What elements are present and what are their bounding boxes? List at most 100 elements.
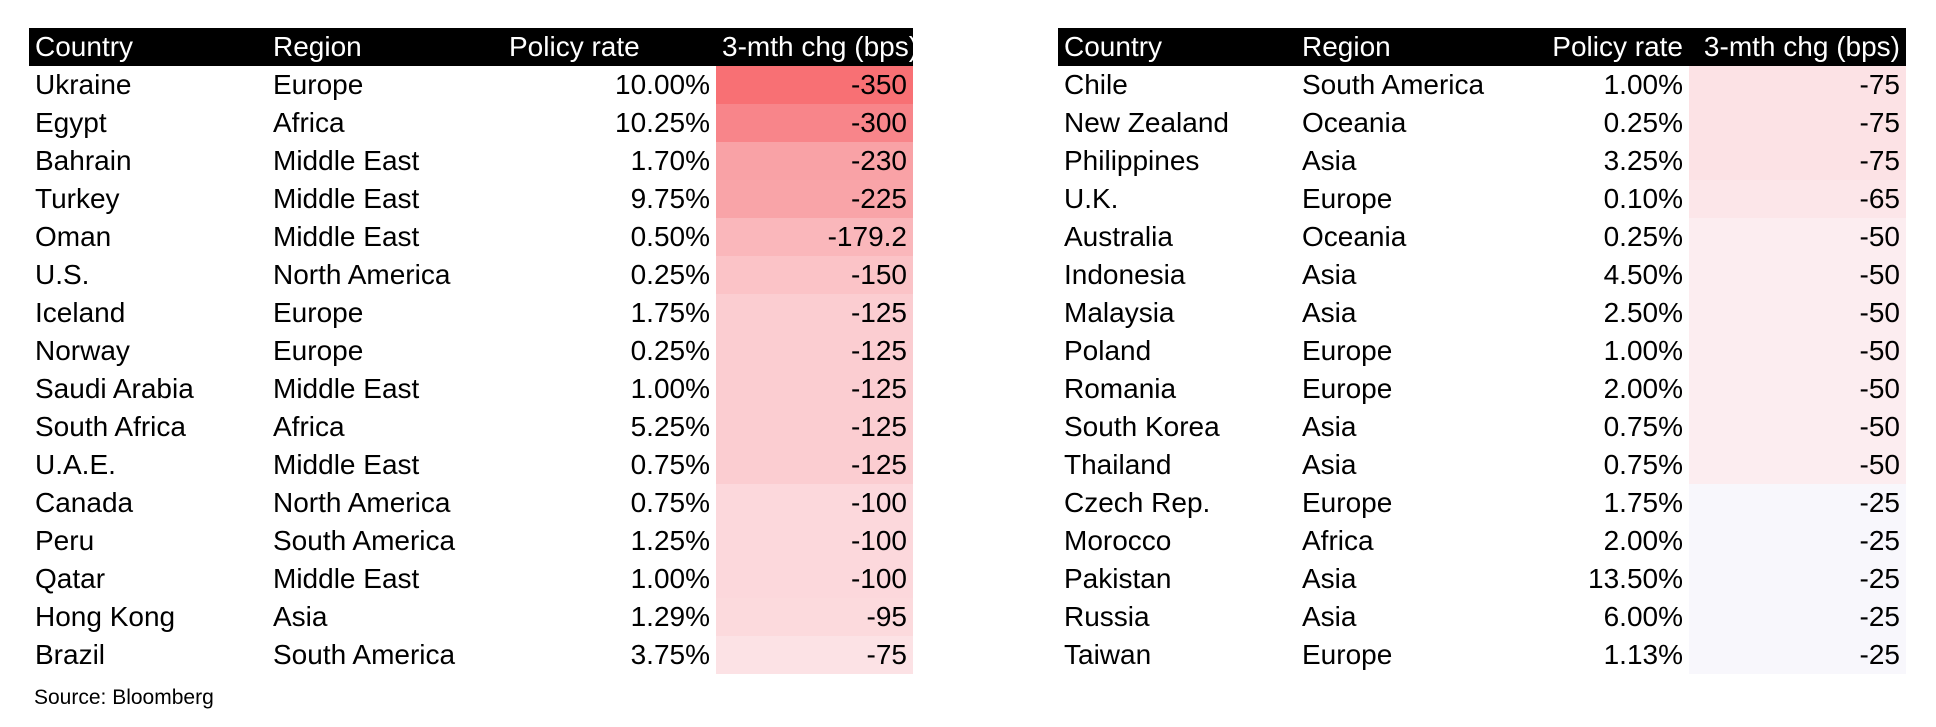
cell-country: Peru xyxy=(35,525,95,556)
cell-country: Taiwan xyxy=(1064,639,1152,670)
header-policy-rate: Policy rate xyxy=(1502,28,1689,66)
cell-country: Bahrain xyxy=(35,145,132,176)
cell-policy-rate: 0.75% xyxy=(630,487,710,518)
cell-change: -225 xyxy=(716,180,913,218)
cell-country: U.A.E. xyxy=(35,449,116,480)
cell-country: Indonesia xyxy=(1064,259,1186,290)
rates-table-right: Country Region Policy rate 3-mth chg (bp… xyxy=(1058,28,1906,674)
cell-policy-rate: 2.50% xyxy=(1603,297,1683,328)
cell-region: Asia xyxy=(1302,297,1357,328)
header-change: 3-mth chg (bps) xyxy=(1689,28,1906,66)
table-body: Ukraine Europe 10.00% -350 Egypt Africa 10.25%… xyxy=(29,66,913,674)
cell-country: Russia xyxy=(1064,601,1150,632)
cell-change: -125 xyxy=(716,408,913,446)
cell-country: Iceland xyxy=(35,297,126,328)
cell-country: Saudi Arabia xyxy=(35,373,194,404)
cell-region: Europe xyxy=(1302,183,1393,214)
table-row: Oman Middle East 0.50% -179.2 xyxy=(29,218,913,256)
cell-country: U.S. xyxy=(35,259,90,290)
cell-change: -50 xyxy=(1689,370,1906,408)
cell-policy-rate: 1.00% xyxy=(630,563,710,594)
table-row: U.K. Europe 0.10% -65 xyxy=(1058,180,1906,218)
cell-country: Brazil xyxy=(35,639,106,670)
table-row: U.A.E. Middle East 0.75% -125 xyxy=(29,446,913,484)
table-row: Canada North America 0.75% -100 xyxy=(29,484,913,522)
header-region: Region xyxy=(267,28,503,66)
header-region: Region xyxy=(1296,28,1502,66)
table-row: Hong Kong Asia 1.29% -95 xyxy=(29,598,913,636)
table-row: Saudi Arabia Middle East 1.00% -125 xyxy=(29,370,913,408)
cell-region: South America xyxy=(1302,69,1485,100)
table-row: Pakistan Asia 13.50% -25 xyxy=(1058,560,1906,598)
cell-region: Middle East xyxy=(273,563,420,594)
cell-change: -100 xyxy=(716,484,913,522)
table-row: Australia Oceania 0.25% -50 xyxy=(1058,218,1906,256)
table-row: Thailand Asia 0.75% -50 xyxy=(1058,446,1906,484)
cell-region: Asia xyxy=(273,601,328,632)
cell-change: -25 xyxy=(1689,522,1906,560)
cell-change: -125 xyxy=(716,370,913,408)
cell-region: North America xyxy=(273,487,451,518)
rates-table-left: Country Region Policy rate 3-mth chg (bp… xyxy=(29,28,918,674)
cell-policy-rate: 2.00% xyxy=(1603,373,1683,404)
cell-policy-rate: 1.00% xyxy=(1603,69,1683,100)
cell-change: -50 xyxy=(1689,294,1906,332)
cell-region: Oceania xyxy=(1302,107,1407,138)
cell-region: Asia xyxy=(1302,449,1357,480)
table-body: Chile South America 1.00% -75 New Zealand Oce… xyxy=(1058,66,1906,674)
cell-region: Africa xyxy=(273,411,345,442)
cell-policy-rate: 0.50% xyxy=(630,221,710,252)
cell-change: -50 xyxy=(1689,332,1906,370)
cell-policy-rate: 1.00% xyxy=(630,373,710,404)
cell-country: Canada xyxy=(35,487,134,518)
cell-country: Malaysia xyxy=(1064,297,1175,328)
cell-country: Pakistan xyxy=(1064,563,1172,594)
table-row: Turkey Middle East 9.75% -225 xyxy=(29,180,913,218)
cell-policy-rate: 10.00% xyxy=(615,69,710,100)
table-row: South Korea Asia 0.75% -50 xyxy=(1058,408,1906,446)
cell-country: Chile xyxy=(1064,69,1128,100)
table-header-row: Country Region Policy rate 3-mth chg (bp… xyxy=(29,28,918,66)
cell-change: -75 xyxy=(1689,66,1906,104)
cell-region: Asia xyxy=(1302,411,1357,442)
cell-policy-rate: 4.50% xyxy=(1603,259,1683,290)
header-country: Country xyxy=(1058,28,1296,66)
cell-region: Asia xyxy=(1302,563,1357,594)
cell-change: -25 xyxy=(1689,484,1906,522)
table-row: Indonesia Asia 4.50% -50 xyxy=(1058,256,1906,294)
cell-change: -50 xyxy=(1689,408,1906,446)
table-row: Russia Asia 6.00% -25 xyxy=(1058,598,1906,636)
cell-policy-rate: 1.75% xyxy=(1603,487,1683,518)
cell-change: -95 xyxy=(716,598,913,636)
cell-change: -50 xyxy=(1689,256,1906,294)
cell-policy-rate: 1.29% xyxy=(630,601,710,632)
table-row: Chile South America 1.00% -75 xyxy=(1058,66,1906,104)
table-row: Czech Rep. Europe 1.75% -25 xyxy=(1058,484,1906,522)
cell-country: Qatar xyxy=(35,563,106,594)
cell-change: -25 xyxy=(1689,636,1906,674)
cell-country: Philippines xyxy=(1064,145,1200,176)
cell-country: Thailand xyxy=(1064,449,1172,480)
cell-country: Oman xyxy=(35,221,112,252)
cell-region: South America xyxy=(273,639,456,670)
table-row: Egypt Africa 10.25% -300 xyxy=(29,104,913,142)
cell-country: Morocco xyxy=(1064,525,1172,556)
table-row: Philippines Asia 3.25% -75 xyxy=(1058,142,1906,180)
cell-country: Egypt xyxy=(35,107,107,138)
cell-change: -125 xyxy=(716,294,913,332)
table-row: South Africa Africa 5.25% -125 xyxy=(29,408,913,446)
table-row: Romania Europe 2.00% -50 xyxy=(1058,370,1906,408)
cell-country: Turkey xyxy=(35,183,120,214)
cell-policy-rate: 6.00% xyxy=(1603,601,1683,632)
cell-region: Europe xyxy=(273,297,364,328)
cell-region: Middle East xyxy=(273,449,420,480)
cell-policy-rate: 3.25% xyxy=(1603,145,1683,176)
table-row: Bahrain Middle East 1.70% -230 xyxy=(29,142,913,180)
cell-policy-rate: 2.00% xyxy=(1603,525,1683,556)
header-country: Country xyxy=(29,28,267,66)
cell-change: -125 xyxy=(716,446,913,484)
cell-country: New Zealand xyxy=(1064,107,1229,138)
cell-country: Norway xyxy=(35,335,130,366)
cell-policy-rate: 1.25% xyxy=(630,525,710,556)
cell-policy-rate: 1.00% xyxy=(1603,335,1683,366)
